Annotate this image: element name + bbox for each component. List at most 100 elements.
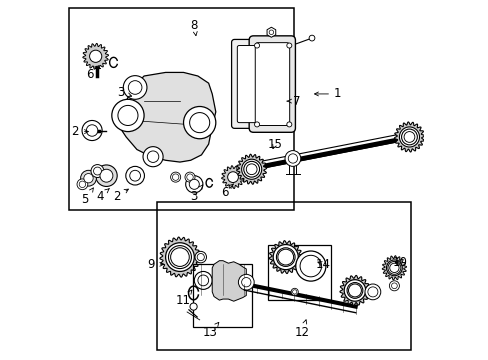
Text: 10: 10	[392, 256, 407, 269]
Polygon shape	[382, 256, 406, 280]
Text: 3: 3	[117, 86, 131, 99]
Circle shape	[186, 174, 193, 180]
Circle shape	[183, 107, 215, 139]
Bar	[267, 244, 330, 300]
Circle shape	[401, 129, 416, 145]
Circle shape	[125, 166, 144, 185]
Circle shape	[142, 147, 163, 167]
Circle shape	[286, 122, 291, 127]
Circle shape	[346, 283, 362, 298]
Circle shape	[112, 99, 144, 132]
Text: 9: 9	[147, 258, 163, 271]
Circle shape	[238, 274, 254, 290]
Circle shape	[268, 30, 273, 35]
FancyBboxPatch shape	[255, 42, 289, 126]
Circle shape	[348, 284, 361, 297]
Circle shape	[185, 176, 203, 193]
Bar	[156, 202, 410, 350]
Polygon shape	[339, 275, 369, 305]
Circle shape	[91, 165, 104, 177]
Circle shape	[273, 244, 298, 270]
Circle shape	[96, 165, 117, 186]
Text: 1: 1	[314, 87, 341, 100]
Circle shape	[399, 127, 419, 147]
Circle shape	[344, 280, 365, 301]
Polygon shape	[221, 166, 244, 189]
Circle shape	[129, 170, 140, 181]
Circle shape	[197, 253, 204, 261]
Circle shape	[292, 290, 296, 294]
Polygon shape	[266, 27, 275, 37]
Polygon shape	[269, 241, 302, 274]
Circle shape	[190, 303, 197, 310]
Circle shape	[128, 81, 142, 94]
Circle shape	[244, 161, 259, 177]
Circle shape	[308, 35, 314, 41]
Circle shape	[277, 249, 293, 265]
Circle shape	[241, 278, 250, 287]
Circle shape	[168, 246, 191, 269]
Circle shape	[184, 172, 195, 182]
Circle shape	[172, 174, 179, 180]
Circle shape	[189, 179, 199, 189]
Circle shape	[389, 263, 398, 273]
Circle shape	[118, 105, 138, 126]
Circle shape	[194, 271, 212, 289]
Bar	[192, 264, 251, 327]
Text: 6: 6	[221, 184, 233, 199]
Circle shape	[276, 248, 294, 266]
Circle shape	[387, 261, 400, 274]
Text: 15: 15	[267, 138, 282, 150]
Circle shape	[82, 121, 102, 140]
Text: 7: 7	[286, 95, 300, 108]
FancyBboxPatch shape	[249, 36, 295, 132]
Circle shape	[403, 132, 414, 142]
Polygon shape	[115, 72, 215, 162]
Circle shape	[254, 122, 259, 127]
Polygon shape	[160, 237, 200, 277]
Circle shape	[123, 76, 147, 99]
Circle shape	[77, 179, 88, 190]
Text: 12: 12	[294, 320, 309, 339]
Text: 4: 4	[97, 189, 109, 203]
FancyBboxPatch shape	[231, 40, 278, 129]
Circle shape	[287, 154, 297, 163]
Polygon shape	[236, 154, 266, 184]
Circle shape	[195, 251, 206, 263]
Bar	[69, 8, 293, 211]
Polygon shape	[394, 122, 424, 152]
Circle shape	[100, 169, 113, 182]
Circle shape	[367, 287, 377, 297]
Circle shape	[81, 170, 96, 186]
Circle shape	[170, 172, 180, 182]
Circle shape	[295, 251, 325, 281]
Circle shape	[286, 43, 291, 48]
Circle shape	[198, 275, 208, 286]
Text: 2: 2	[113, 189, 128, 203]
Text: 8: 8	[190, 19, 198, 36]
Text: 14: 14	[315, 258, 330, 271]
Circle shape	[388, 281, 399, 291]
Circle shape	[246, 164, 257, 175]
Circle shape	[290, 288, 298, 296]
Circle shape	[227, 172, 238, 183]
Polygon shape	[82, 44, 108, 69]
Circle shape	[83, 174, 93, 183]
Circle shape	[364, 284, 380, 300]
Text: 6: 6	[86, 66, 99, 81]
Text: 3: 3	[190, 185, 203, 203]
Circle shape	[170, 248, 189, 266]
Circle shape	[391, 283, 396, 289]
FancyBboxPatch shape	[237, 45, 273, 123]
Text: 2: 2	[71, 125, 88, 138]
Circle shape	[79, 181, 85, 188]
Circle shape	[189, 113, 209, 133]
Text: 13: 13	[203, 322, 218, 339]
Circle shape	[165, 243, 194, 271]
Text: 11: 11	[176, 290, 191, 307]
Text: 5: 5	[81, 188, 93, 206]
Polygon shape	[212, 261, 246, 301]
Circle shape	[86, 125, 98, 136]
Circle shape	[386, 260, 402, 276]
Circle shape	[147, 151, 159, 162]
